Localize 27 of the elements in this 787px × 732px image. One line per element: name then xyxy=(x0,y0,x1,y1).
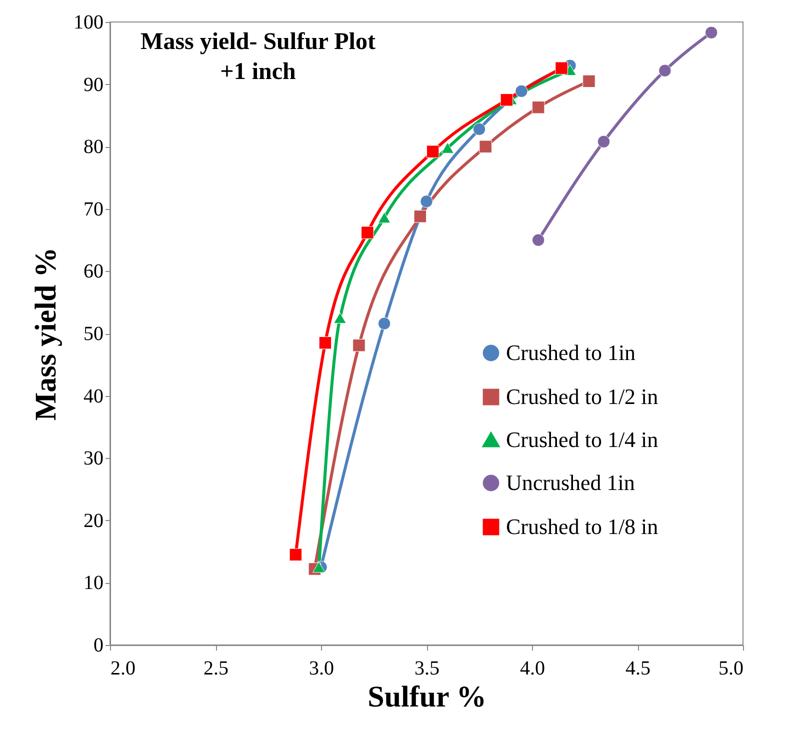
y-tick-label: 90 xyxy=(84,74,104,96)
y-tick-label: 0 xyxy=(94,634,104,656)
x-tick-label: 4.0 xyxy=(520,658,545,680)
y-tick-label: 40 xyxy=(84,385,104,408)
text: +1 inch xyxy=(220,59,296,85)
y-tick-label: 30 xyxy=(84,448,104,470)
y-tick-label: 100 xyxy=(74,12,104,34)
legend-label: Crushed to 1/8 in xyxy=(506,514,658,539)
x-axis-title: Sulfur % xyxy=(368,680,486,714)
y-tick-label: 20 xyxy=(84,510,104,532)
x-tick-label: 4.5 xyxy=(626,658,650,680)
legend-label: Uncrushed 1in xyxy=(506,470,635,495)
legend-label: Crushed to 1/4 in xyxy=(506,427,658,452)
x-tick-label: 2.0 xyxy=(110,658,136,680)
x-tick-label: 3.5 xyxy=(414,658,440,680)
legend-label: Crushed to 1in xyxy=(506,340,636,365)
text: Mass yield- Sulfur Plot xyxy=(140,29,376,55)
y-axis-title: Mass yield % xyxy=(30,247,62,421)
y-tick-label: 70 xyxy=(84,198,104,220)
y-tick-label: 80 xyxy=(84,136,104,158)
legend-label: Crushed to 1/2 in xyxy=(506,384,658,409)
x-tick-label: 5.0 xyxy=(718,658,744,680)
x-tick-label: 3.0 xyxy=(309,658,334,680)
y-tick-label: 10 xyxy=(84,572,104,594)
y-tick-label: 60 xyxy=(84,260,104,283)
y-tick-label: 50 xyxy=(84,323,104,345)
x-tick-label: 2.5 xyxy=(204,658,228,680)
